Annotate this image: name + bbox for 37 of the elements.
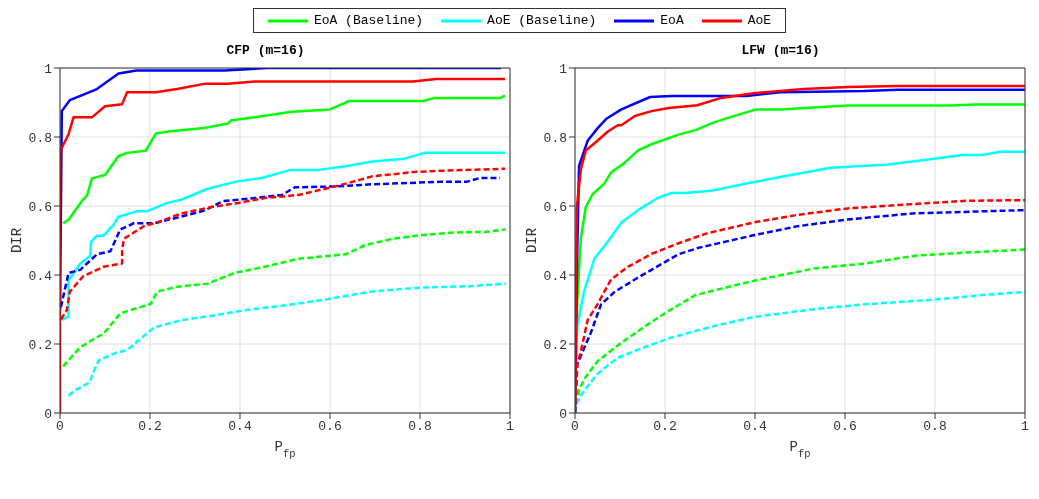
y-tick-label: 0.8 [543, 130, 567, 146]
y-tick-label: 0.6 [28, 199, 52, 215]
y-axis-title: DIR [523, 227, 540, 254]
y-tick-label: 1 [559, 61, 568, 77]
y-tick-label: 0.2 [543, 337, 567, 353]
legend-label: EoA (Baseline) [313, 13, 424, 28]
line-series [61, 94, 507, 225]
y-tick-label: 0 [44, 406, 52, 422]
x-tick-label: 0 [56, 419, 64, 435]
x-tick-label: 0.8 [408, 419, 432, 435]
x-tick-label: 1 [506, 419, 515, 435]
y-tick-label: 0.6 [543, 199, 567, 215]
x-axis-title: P$_{fp}$ [274, 439, 296, 460]
x-tick-label: 1 [1021, 419, 1030, 435]
y-tick-label: 1 [44, 61, 53, 77]
x-tick-label: 0.4 [743, 419, 767, 435]
y-axis-title: DIR [8, 227, 25, 254]
x-tick-label: 0.8 [923, 419, 947, 435]
line-series [61, 228, 507, 368]
chart-title: CFP (m=16) [225, 43, 306, 60]
y-tick-label: 0.4 [543, 268, 568, 284]
x-tick-label: 0.4 [228, 419, 252, 435]
x-axis-title: P$_{fp}$ [789, 439, 811, 460]
line-series [67, 282, 507, 397]
y-tick-label: 0.4 [28, 268, 53, 284]
y-tick-label: 0.8 [28, 130, 52, 146]
legend-label: EoA [660, 13, 684, 28]
chart-title: LFW (m=16) [740, 43, 821, 60]
x-tick-label: 0.2 [653, 419, 677, 435]
y-tick-label: 0.2 [28, 337, 52, 353]
x-tick-label: 0.6 [833, 419, 857, 435]
x-tick-label: 0.2 [138, 419, 162, 435]
x-tick-label: 0.6 [318, 419, 342, 435]
x-tick-label: 0 [571, 419, 579, 435]
legend-label: AoE (Baseline) [487, 13, 597, 28]
legend-label: AoE [747, 13, 772, 28]
y-tick-label: 0 [559, 406, 567, 422]
